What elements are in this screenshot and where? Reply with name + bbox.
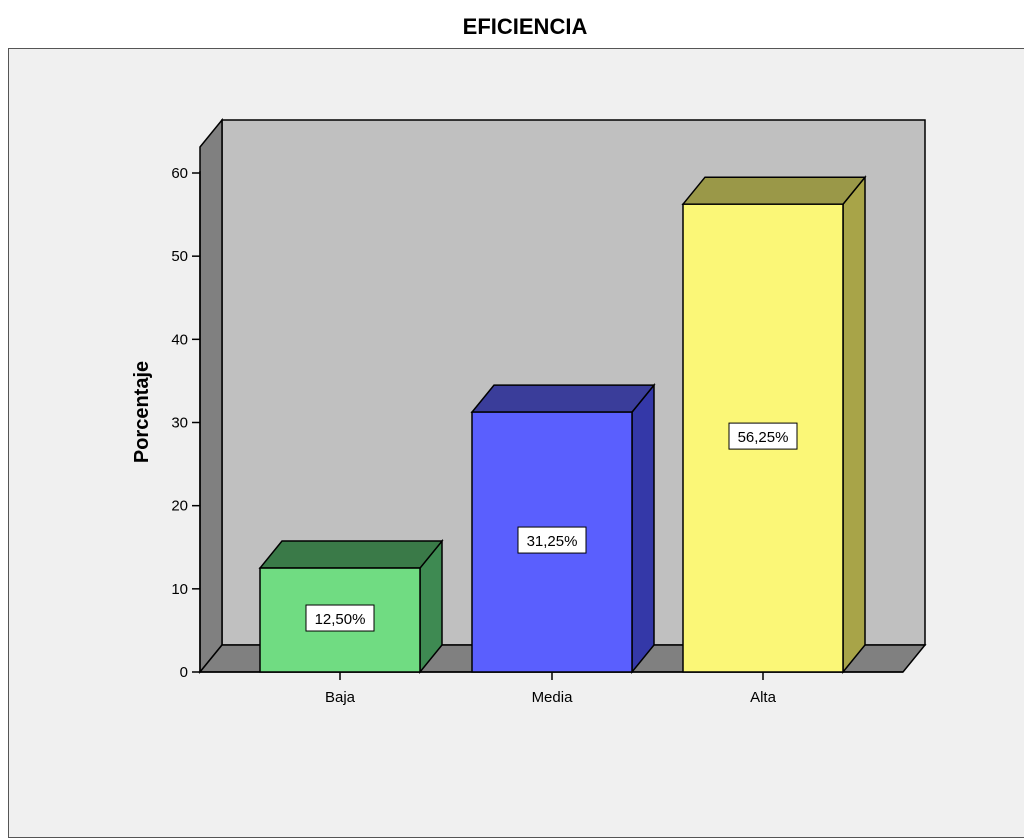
side-wall (199, 117, 223, 675)
x-tick-label: Media (532, 689, 574, 706)
y-tick-label: 60 (171, 165, 188, 182)
bar-top (470, 384, 656, 413)
bar-side (842, 175, 866, 675)
x-tick-label: Alta (750, 689, 777, 706)
data-label: 31,25% (527, 533, 578, 550)
chart-title: EFICIENCIA (462, 14, 588, 39)
bar-chart: 0 10 20 30 40 50 60 Baja 12,50% Media 31,25% Alta 5… (131, 117, 927, 706)
data-label: 56,25% (738, 429, 789, 446)
bar-top (681, 176, 867, 205)
data-label-box (305, 604, 375, 632)
x-tick-label: Baja (325, 689, 356, 706)
y-tick-label: 10 (171, 581, 188, 598)
y-axis-label: Porcentaje (131, 361, 153, 463)
data-label-box (728, 422, 798, 450)
y-tick-label: 40 (171, 331, 188, 348)
y-tick-label: 0 (180, 664, 188, 681)
data-label-box (517, 526, 587, 554)
bar-top (258, 540, 444, 569)
data-label: 12,50% (315, 611, 366, 628)
bar-side (631, 382, 655, 675)
y-tick-label: 50 (171, 248, 188, 265)
y-tick-label: 20 (171, 498, 188, 515)
y-tick-label: 30 (171, 415, 188, 432)
